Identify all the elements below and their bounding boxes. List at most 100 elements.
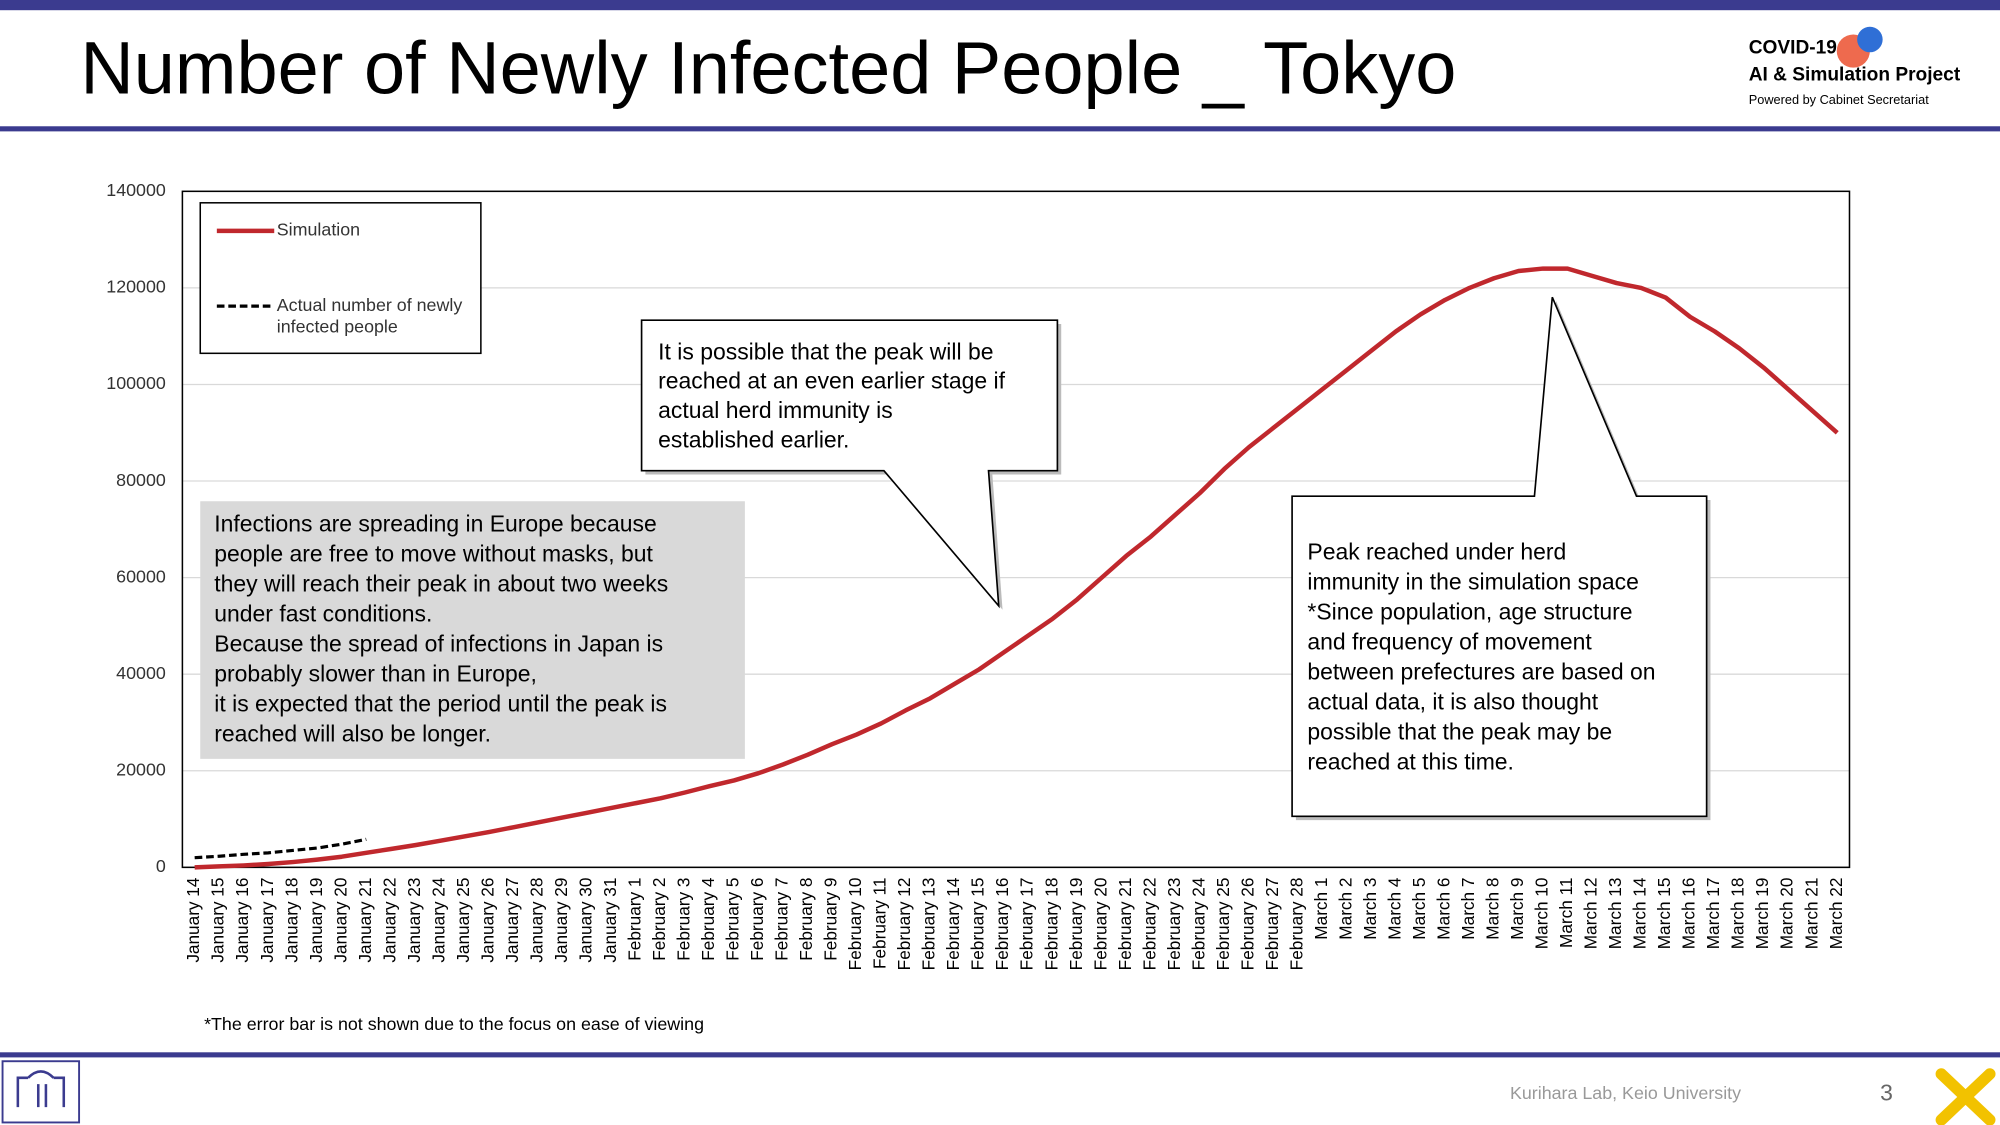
- x-tick-label: March 12: [1581, 878, 1601, 950]
- x-tick-label: February 15: [968, 878, 988, 971]
- y-tick-label: 0: [156, 856, 166, 876]
- x-tick-label: February 11: [870, 878, 890, 969]
- x-tick-label: February 5: [723, 878, 743, 961]
- x-tick-label: January 21: [355, 878, 375, 963]
- lab-logo: [1, 1060, 81, 1124]
- x-tick-label: January 25: [453, 878, 473, 963]
- annotation-text: they will reach their peak in about two …: [214, 571, 668, 597]
- annotation-text: immunity in the simulation space: [1307, 569, 1638, 595]
- x-tick-label: January 14: [183, 877, 203, 963]
- series-line: [194, 837, 367, 860]
- x-tick-label: February 12: [894, 878, 914, 971]
- annotation-text: *Since population, age structure: [1307, 599, 1632, 625]
- legend-label: Simulation: [277, 220, 360, 240]
- x-tick-label: February 25: [1213, 878, 1233, 971]
- logo-text: AI & Simulation Project: [1749, 64, 1961, 85]
- logo-text: Powered by Cabinet Secretariat: [1749, 92, 1929, 107]
- y-tick-label: 40000: [116, 663, 166, 683]
- annotation-text: probably slower than in Europe,: [214, 660, 537, 686]
- x-tick-label: March 5: [1409, 878, 1429, 940]
- x-tick-label: February 28: [1286, 878, 1306, 971]
- x-tick-label: January 24: [428, 877, 448, 963]
- x-tick-label: March 15: [1654, 878, 1674, 950]
- y-tick-label: 100000: [106, 373, 166, 393]
- x-tick-label: March 6: [1434, 878, 1454, 940]
- x-tick-label: January 26: [477, 878, 497, 963]
- x-tick-label: March 10: [1532, 878, 1552, 950]
- x-tick-label: February 7: [772, 878, 792, 961]
- annotation-text: actual data, it is also thought: [1307, 689, 1598, 715]
- x-tick-label: February 22: [1139, 878, 1159, 971]
- x-tick-label: February 18: [1041, 878, 1061, 971]
- x-tick-label: February 6: [747, 878, 767, 961]
- annotation-text: It is possible that the peak will be: [658, 338, 993, 364]
- x-tick-label: February 23: [1164, 878, 1184, 971]
- footer-credit: Kurihara Lab, Keio University: [1510, 1083, 1741, 1103]
- footnote: *The error bar is not shown due to the f…: [204, 1014, 704, 1034]
- x-tick-label: March 22: [1826, 878, 1846, 950]
- callout-box: [640, 319, 1059, 609]
- annotation-text: under fast conditions.: [214, 600, 432, 626]
- x-tick-label: January 15: [208, 878, 228, 963]
- annotation-text: reached will also be longer.: [214, 720, 491, 746]
- x-tick-label: February 8: [796, 878, 816, 961]
- top-bar: [0, 0, 2000, 11]
- annotation-text: reached at an even earlier stage if: [658, 368, 1005, 394]
- x-tick-label: January 19: [306, 878, 326, 963]
- x-tick-label: March 9: [1507, 878, 1527, 940]
- annotation-text: people are free to move without masks, b…: [214, 541, 653, 567]
- annotation-text: Infections are spreading in Europe becau…: [214, 511, 656, 537]
- annotation-text: possible that the peak may be: [1307, 718, 1612, 744]
- x-tick-label: February 20: [1090, 878, 1110, 971]
- x-tick-label: January 20: [330, 878, 350, 963]
- series-line: [194, 266, 1839, 870]
- callout-box: [200, 501, 745, 759]
- x-tick-label: February 14: [943, 877, 963, 970]
- logo-dot: [1857, 26, 1883, 53]
- annotation-text: actual herd immunity is: [658, 397, 893, 423]
- x-tick-label: March 3: [1360, 878, 1380, 940]
- plot-frame: [181, 190, 1851, 869]
- x-tick-label: February 16: [992, 878, 1012, 971]
- x-tick-label: February 27: [1262, 878, 1282, 971]
- x-tick-label: February 13: [919, 878, 939, 971]
- y-tick-label: 140000: [106, 180, 166, 200]
- x-tick-label: March 16: [1679, 878, 1699, 950]
- x-tick-label: February 24: [1188, 877, 1208, 970]
- slide-title: Number of Newly Infected People _ Tokyo: [80, 27, 1456, 110]
- x-tick-label: January 31: [600, 878, 620, 963]
- x-tick-label: March 7: [1458, 878, 1478, 940]
- x-tick-label: February 21: [1115, 878, 1135, 971]
- x-tick-label: March 4: [1384, 877, 1404, 940]
- callout-box: [1291, 296, 1708, 818]
- logo-text: COVID-19: [1749, 38, 1837, 59]
- x-tick-label: February 10: [845, 878, 865, 971]
- annotation-text: Because the spread of infections in Japa…: [214, 630, 663, 656]
- x-tick-label: February 4: [698, 877, 718, 961]
- x-tick-label: January 16: [232, 878, 252, 963]
- x-tick-label: March 21: [1801, 878, 1821, 950]
- x-tick-label: January 17: [257, 878, 277, 963]
- x-tick-label: February 19: [1066, 878, 1086, 971]
- x-tick-label: February 9: [821, 878, 841, 961]
- x-tick-label: March 11: [1556, 878, 1576, 948]
- y-tick-label: 60000: [116, 566, 166, 586]
- x-tick-label: February 17: [1017, 878, 1037, 971]
- corner-logo: [1935, 1068, 1996, 1125]
- x-tick-label: January 29: [551, 878, 571, 963]
- annotation-text: Peak reached under herd: [1307, 539, 1566, 565]
- y-tick-label: 80000: [116, 470, 166, 490]
- x-tick-label: January 22: [379, 878, 399, 963]
- x-tick-label: February 2: [649, 878, 669, 961]
- x-tick-label: March 13: [1605, 878, 1625, 950]
- legend-box: [199, 202, 482, 355]
- y-tick-label: 20000: [116, 759, 166, 779]
- x-tick-label: January 23: [404, 878, 424, 963]
- x-tick-label: March 1: [1311, 878, 1331, 940]
- x-tick-label: March 14: [1630, 877, 1650, 949]
- legend-label: Actual number of newly: [277, 295, 463, 315]
- legend-label: infected people: [277, 317, 398, 337]
- annotation-text: reached at this time.: [1307, 748, 1514, 774]
